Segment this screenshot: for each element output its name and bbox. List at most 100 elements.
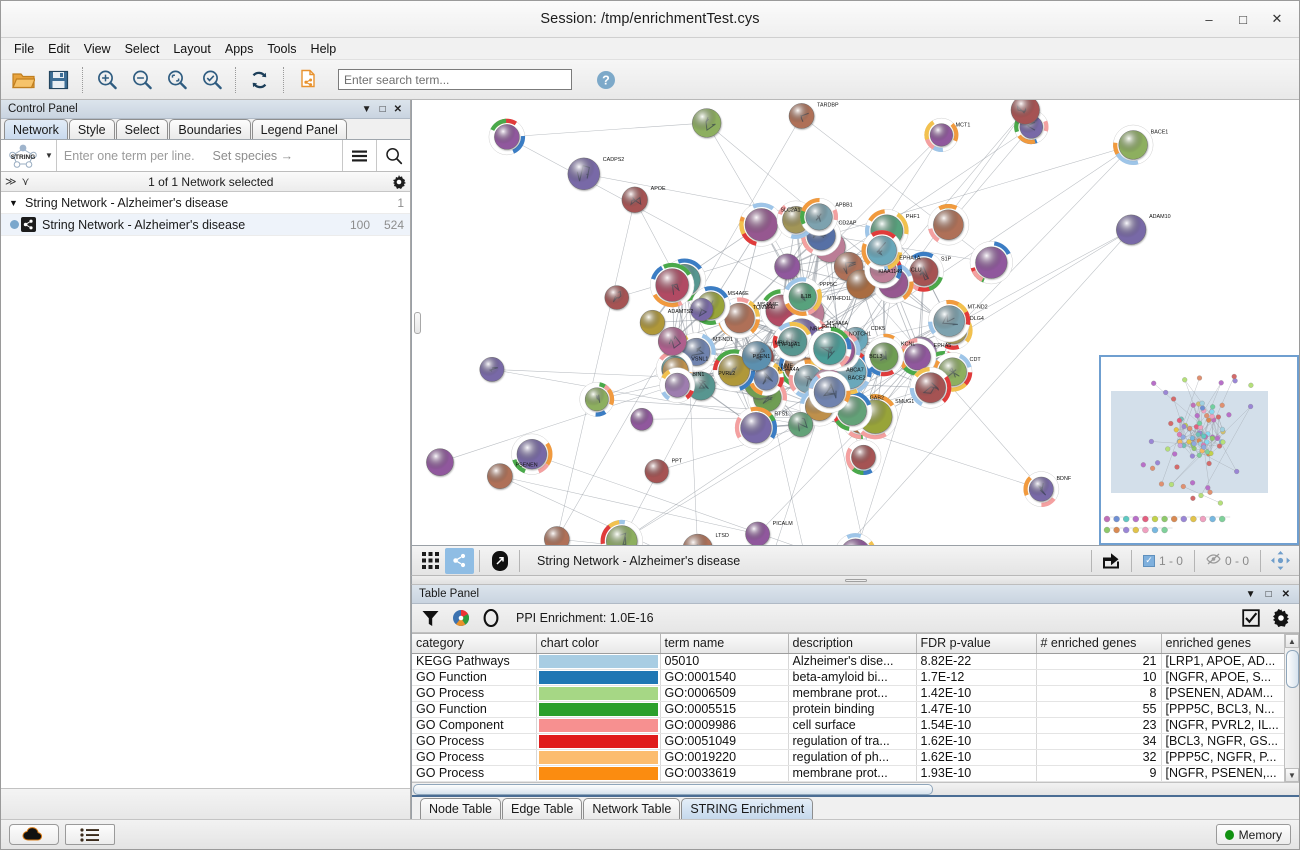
network-share-view-icon[interactable] <box>445 547 474 574</box>
menu-layout[interactable]: Layout <box>173 41 211 56</box>
network-canvas-area[interactable]: MT-ND2 MT-ND1 VSNL1 GAB2 RTS1 IL1B CLU NME BCL3 C… <box>411 100 1299 546</box>
tree-row-root[interactable]: ▼ String Network - Alzheimer's disease 1 <box>1 192 410 214</box>
network-node[interactable] <box>835 533 876 545</box>
col-enriched-genes[interactable]: enriched genes <box>1161 634 1284 654</box>
network-node[interactable] <box>604 285 629 310</box>
hscroll-thumb[interactable] <box>413 784 933 795</box>
menu-file[interactable]: File <box>14 41 35 56</box>
col-description[interactable]: description <box>788 634 917 654</box>
table-row[interactable]: GO Process GO:0019220 regulation of ph... 1… <box>412 749 1284 766</box>
cloud-icon[interactable] <box>9 824 59 845</box>
zoom-out-icon[interactable] <box>125 63 158 96</box>
network-node[interactable] <box>745 521 770 545</box>
network-node[interactable] <box>479 357 505 382</box>
network-node[interactable] <box>567 157 601 191</box>
network-node[interactable] <box>487 463 513 489</box>
network-node[interactable] <box>649 262 695 308</box>
vscroll-thumb[interactable] <box>1286 650 1299 688</box>
network-node[interactable] <box>807 326 852 371</box>
col-term-name[interactable]: term name <box>660 634 789 654</box>
network-node[interactable] <box>659 367 696 403</box>
network-node[interactable] <box>927 299 971 343</box>
annotation-edit-icon[interactable] <box>485 548 514 574</box>
network-node[interactable] <box>690 297 714 322</box>
search-input[interactable] <box>338 69 572 90</box>
menu-help[interactable]: Help <box>310 41 337 56</box>
task-list-icon[interactable] <box>65 824 115 845</box>
refresh-icon[interactable] <box>243 63 276 96</box>
network-node[interactable] <box>621 186 648 213</box>
menu-tools[interactable]: Tools <box>267 41 297 56</box>
panel-drag-handle[interactable] <box>411 576 1299 585</box>
network-node[interactable] <box>544 526 570 545</box>
network-node[interactable] <box>1113 124 1154 166</box>
donut-icon[interactable] <box>478 606 503 630</box>
tab-select[interactable]: Select <box>115 119 169 139</box>
network-node[interactable] <box>579 381 615 417</box>
network-node[interactable] <box>861 230 903 271</box>
network-overview-panel[interactable] <box>1099 355 1299 545</box>
grid-layout-icon[interactable] <box>416 548 445 574</box>
open-folder-icon[interactable] <box>7 63 40 96</box>
tab-network-table[interactable]: Network Table <box>583 798 681 819</box>
network-node[interactable] <box>739 202 784 247</box>
col-fdr-pvalue[interactable]: FDR p-value <box>916 634 1037 654</box>
network-node[interactable] <box>639 309 666 336</box>
string-species-hint[interactable]: Set species → <box>212 148 294 163</box>
tab-edge-table[interactable]: Edge Table <box>502 798 583 819</box>
scroll-up-icon[interactable]: ▲ <box>1285 634 1299 648</box>
table-row[interactable]: GO Process GO:0050435beta-amyloid m...2.0… <box>412 781 1284 782</box>
menu-apps[interactable]: Apps <box>224 41 254 56</box>
expand-arrow-icon[interactable]: ▼ <box>9 197 18 208</box>
control-panel-close-icon[interactable]: ✕ <box>393 103 402 115</box>
table-row[interactable]: GO Process GO:0051049 regulation of tra...… <box>412 733 1284 750</box>
canvas-scroll-nub[interactable] <box>414 311 421 334</box>
zoom-in-icon[interactable] <box>90 63 123 96</box>
network-node[interactable] <box>800 197 839 236</box>
network-node[interactable] <box>683 533 713 545</box>
tab-string-enrichment[interactable]: STRING Enrichment <box>681 798 814 819</box>
network-node[interactable] <box>783 277 823 317</box>
table-horizontal-scrollbar[interactable] <box>412 782 1299 795</box>
save-icon[interactable] <box>42 63 75 96</box>
network-node[interactable] <box>511 433 553 475</box>
enrichment-table-body[interactable]: KEGG Pathways 05010 Alzheimer's dise... 8.8… <box>412 653 1284 782</box>
network-node[interactable] <box>808 370 851 414</box>
tree-row-network[interactable]: String Network - Alzheimer's disease 100… <box>1 214 410 236</box>
memory-button[interactable]: Memory <box>1215 824 1291 845</box>
settings-gear-icon[interactable] <box>1268 606 1293 630</box>
tab-boundaries[interactable]: Boundaries <box>169 119 251 139</box>
network-node[interactable] <box>657 326 687 356</box>
network-settings-gear-icon[interactable] <box>392 174 406 189</box>
network-node[interactable] <box>909 366 952 409</box>
enrichment-table-wrapper[interactable]: category chart color term name descripti… <box>412 633 1299 782</box>
network-node[interactable] <box>644 459 669 484</box>
network-node[interactable] <box>1116 214 1147 245</box>
table-vertical-scrollbar[interactable]: ▲ ▼ <box>1284 634 1299 782</box>
string-search-icon[interactable] <box>377 140 410 171</box>
network-node[interactable] <box>734 406 778 449</box>
help-icon[interactable]: ? <box>589 63 622 96</box>
network-node[interactable] <box>788 103 815 129</box>
network-node[interactable] <box>845 439 882 475</box>
network-graph[interactable]: MT-ND2 MT-ND1 VSNL1 GAB2 RTS1 IL1B CLU NME BCL3 C… <box>412 100 1299 545</box>
tab-network[interactable]: Network <box>4 119 68 139</box>
table-row[interactable]: GO Process GO:0033619 membrane prot... 1.93… <box>412 765 1284 782</box>
string-logo-icon[interactable]: STRING <box>1 140 45 171</box>
enrichment-table-scroll[interactable]: category chart color term name descripti… <box>412 634 1284 782</box>
chart-color-icon[interactable] <box>448 606 473 630</box>
pan-mode-icon[interactable] <box>1266 548 1295 574</box>
network-node[interactable] <box>927 203 970 246</box>
network-node[interactable] <box>772 321 813 362</box>
network-node[interactable] <box>774 253 801 280</box>
network-node[interactable] <box>903 251 944 292</box>
string-species-caret-icon[interactable]: ▼ <box>45 151 53 160</box>
string-query-input[interactable]: Enter one term per line. Set species → <box>57 140 342 171</box>
table-row[interactable]: KEGG Pathways 05010 Alzheimer's dise... 8.8… <box>412 653 1284 670</box>
control-panel-float-icon[interactable]: □ <box>379 103 386 115</box>
network-node[interactable] <box>630 407 654 431</box>
control-panel-dropdown-icon[interactable]: ▼ <box>361 103 372 115</box>
network-node[interactable] <box>969 241 1013 285</box>
tab-legend-panel[interactable]: Legend Panel <box>251 119 347 139</box>
export-network-icon[interactable] <box>291 63 324 96</box>
